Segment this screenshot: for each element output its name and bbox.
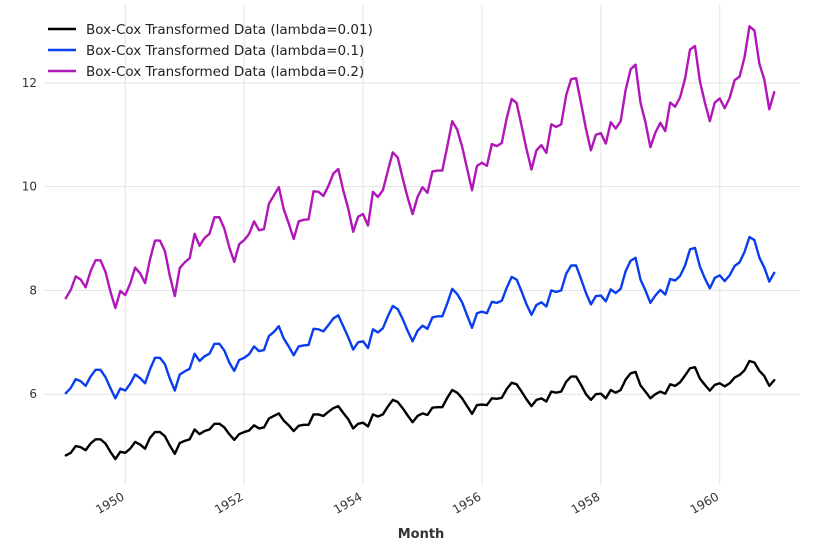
x-gridlines bbox=[124, 5, 721, 485]
x-tick-label: 1952 bbox=[212, 489, 245, 516]
series-line-3 bbox=[64, 25, 776, 310]
x-tick-labels: 1950 1952 1954 1956 1958 1960 bbox=[93, 489, 721, 516]
legend-label-2: Box-Cox Transformed Data (lambda=0.1) bbox=[86, 43, 364, 59]
y-tick-label: 8 bbox=[29, 283, 37, 297]
y-gridlines bbox=[45, 82, 800, 395]
x-tick-label: 1954 bbox=[331, 489, 364, 516]
series-lines bbox=[64, 25, 776, 461]
legend: Box-Cox Transformed Data (lambda=0.01) Bo… bbox=[48, 22, 373, 80]
x-tick-label: 1956 bbox=[450, 489, 483, 516]
y-tick-label: 10 bbox=[22, 180, 37, 194]
x-tick-label: 1960 bbox=[688, 489, 721, 516]
series-line-2 bbox=[64, 235, 776, 400]
legend-label-1: Box-Cox Transformed Data (lambda=0.01) bbox=[86, 22, 373, 38]
y-tick-labels: 6 8 10 12 bbox=[22, 76, 37, 401]
x-tick-label: 1958 bbox=[569, 489, 602, 516]
x-axis-title: Month bbox=[398, 527, 445, 542]
x-tick-label: 1950 bbox=[93, 489, 126, 516]
series-line-1 bbox=[64, 359, 776, 461]
y-tick-label: 6 bbox=[29, 387, 37, 401]
y-tick-label: 12 bbox=[22, 76, 37, 90]
legend-label-3: Box-Cox Transformed Data (lambda=0.2) bbox=[86, 64, 364, 80]
